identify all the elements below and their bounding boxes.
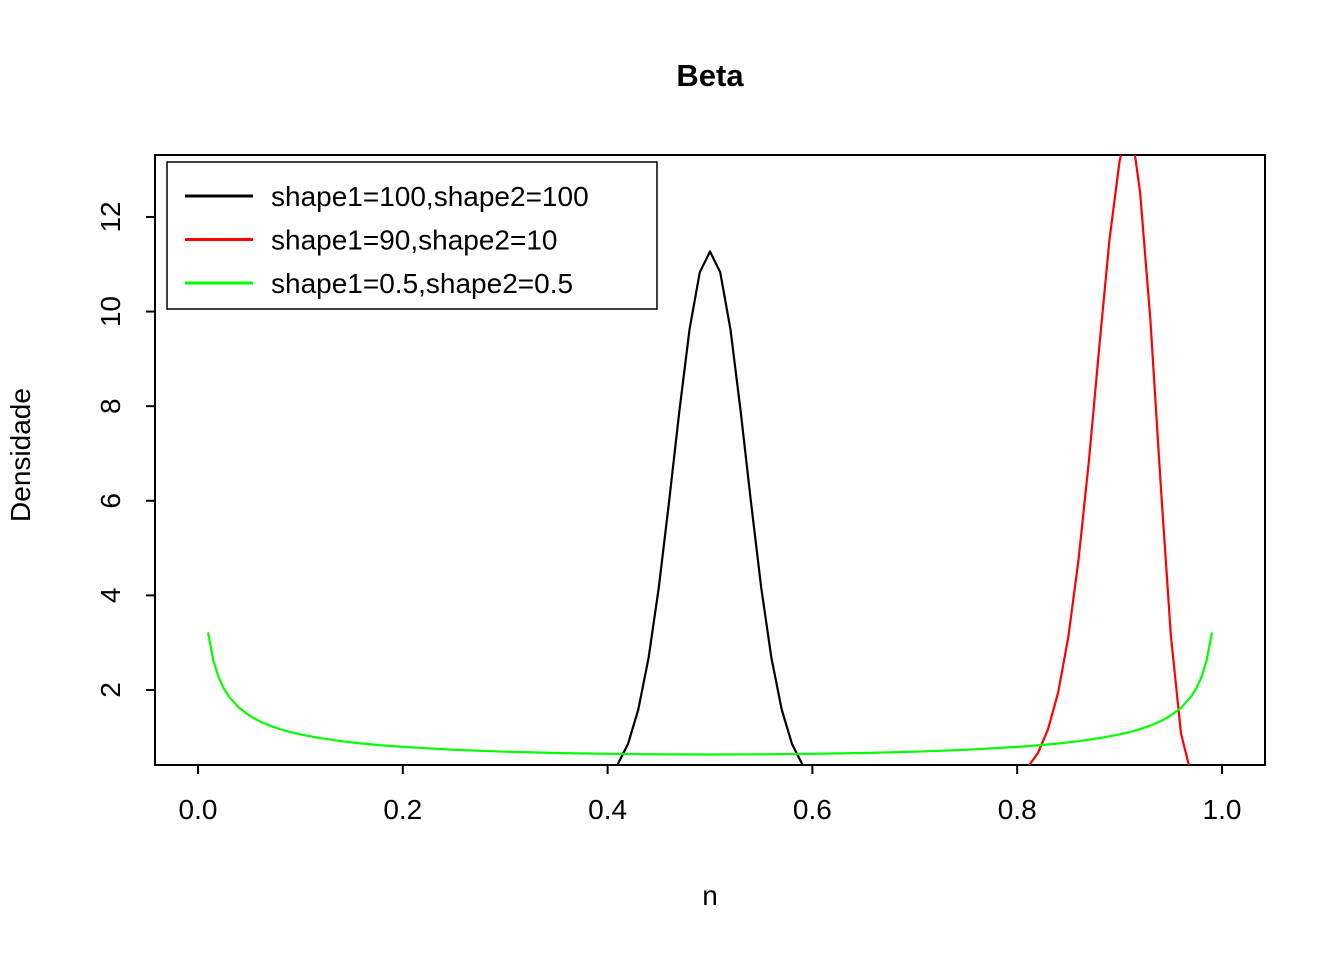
y-tick-label: 8 xyxy=(95,398,126,414)
x-axis: 0.0 0.2 0.4 0.6 0.8 1.0 xyxy=(179,765,1242,825)
x-axis-label: n xyxy=(702,880,718,911)
x-tick-label: 0.2 xyxy=(383,794,422,825)
legend: shape1=100,shape2=100 shape1=90,shape2=10… xyxy=(166,161,658,310)
density-curve-2 xyxy=(207,632,1213,756)
y-tick-label: 2 xyxy=(95,682,126,698)
y-tick-label: 10 xyxy=(95,296,126,327)
y-tick-label: 12 xyxy=(95,201,126,232)
plot-box xyxy=(154,154,1266,766)
y-axis-label: Densidade xyxy=(5,388,36,522)
series-lines xyxy=(207,155,1213,765)
x-tick-label: 0.4 xyxy=(588,794,627,825)
y-axis: 2 4 6 8 10 12 xyxy=(95,201,155,698)
density-curve-1 xyxy=(1027,155,1190,765)
x-tick-label: 0.6 xyxy=(793,794,832,825)
legend-label: shape1=100,shape2=100 xyxy=(271,181,589,212)
legend-label: shape1=0.5,shape2=0.5 xyxy=(271,268,573,299)
density-curve-0 xyxy=(615,250,805,765)
chart-title: Beta xyxy=(676,58,744,93)
x-tick-label: 1.0 xyxy=(1203,794,1242,825)
legend-label: shape1=90,shape2=10 xyxy=(271,225,558,256)
y-tick-label: 4 xyxy=(95,588,126,604)
x-tick-label: 0.0 xyxy=(179,794,218,825)
x-tick-label: 0.8 xyxy=(998,794,1037,825)
y-tick-label: 6 xyxy=(95,493,126,509)
